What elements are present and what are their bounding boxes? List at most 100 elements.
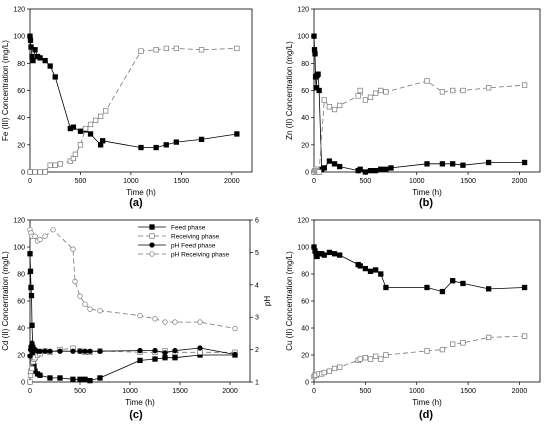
data-point: [450, 87, 456, 94]
data-point: [372, 353, 379, 359]
x-axis-label: Time (h): [412, 398, 442, 407]
data-point: [28, 44, 34, 50]
x-tick-label: 500: [360, 388, 372, 395]
data-point: [357, 87, 363, 94]
chart-panel-3: 0 500 1000 1500 2000 0 20 40 60 80 100 120 1 2 3 4 5 6 Tim…: [1, 218, 272, 422]
data-point: [367, 94, 374, 100]
data-point: [232, 351, 238, 358]
x-tick-label: 500: [360, 178, 372, 185]
data-point: [27, 169, 33, 175]
panel-label: (d): [419, 409, 433, 421]
data-point: [311, 33, 317, 39]
x-tick-label: 500: [74, 388, 86, 395]
data-point: [378, 271, 384, 277]
data-point: [72, 278, 78, 285]
data-point: [337, 102, 343, 109]
data-point: [378, 87, 384, 94]
data-point: [47, 375, 53, 381]
data-point: [367, 167, 374, 174]
data-point: [153, 47, 159, 53]
data-point: [27, 353, 33, 359]
data-point: [82, 348, 88, 354]
data-point: [234, 131, 240, 137]
data-point: [138, 144, 144, 151]
data-point: [82, 125, 89, 132]
data-point: [321, 97, 327, 103]
data-point: [521, 159, 528, 166]
x-axis-label: Time (h): [125, 398, 155, 407]
data-point: [172, 319, 178, 325]
legend-label: Receiving phase: [171, 233, 219, 240]
data-point: [313, 85, 319, 91]
y-axis-label: Cd (II) Concentration (mg/L): [1, 251, 10, 351]
data-point: [424, 78, 430, 84]
data-point: [50, 227, 56, 233]
data-point: [97, 113, 104, 119]
data-point: [42, 169, 48, 175]
y2-axis-label: pH: [263, 296, 272, 306]
data-point: [67, 158, 74, 164]
x-tick-label: 2000: [512, 178, 528, 185]
data-point: [72, 151, 79, 157]
data-point: [27, 251, 33, 257]
data-point: [28, 292, 35, 299]
data-point: [362, 169, 369, 175]
data-point: [357, 356, 363, 362]
legend-label: pH Receiving phase: [171, 251, 230, 258]
data-point: [439, 288, 446, 295]
data-point: [137, 357, 143, 364]
data-point: [87, 306, 93, 312]
data-point: [37, 236, 43, 243]
panel-label: (c): [129, 409, 143, 421]
data-point: [70, 348, 76, 354]
data-point: [383, 89, 389, 95]
data-point: [97, 348, 103, 354]
data-point: [321, 252, 327, 258]
data-point: [77, 293, 83, 299]
data-point: [439, 346, 446, 353]
y-tick-label: 120: [13, 218, 25, 225]
data-point: [87, 348, 93, 354]
y-tick-label: 20: [17, 142, 25, 149]
chart-panel-1: 0 500 1000 1500 2000 0 20 40 60 80 100 120 Time (h) F…: [1, 7, 253, 209]
x-tick-label: 0: [312, 178, 316, 185]
data-point: [57, 161, 63, 167]
x-tick-label: 1000: [409, 178, 425, 185]
data-point: [97, 308, 103, 314]
data-point: [97, 375, 103, 381]
data-point: [326, 368, 333, 374]
data-point: [70, 376, 76, 382]
data-point: [42, 348, 48, 354]
chart-panel-4: 0 500 1000 1500 2000 0 20 40 60 80 100 120 Time (h) C…: [285, 218, 541, 421]
data-point: [198, 47, 205, 53]
y-tick-label: 60: [17, 299, 25, 306]
data-point: [197, 349, 203, 355]
data-point: [47, 63, 53, 69]
data-point: [82, 301, 88, 307]
legend-marker: [149, 251, 155, 257]
series-line-1: [313, 36, 525, 173]
y-tick-label: 100: [297, 245, 309, 252]
data-point: [82, 376, 88, 382]
data-point: [32, 47, 38, 53]
data-point: [362, 265, 369, 272]
data-point: [383, 352, 389, 358]
data-point: [424, 161, 430, 167]
y-tick-label: 80: [301, 61, 309, 68]
y-tick-label: 120: [297, 7, 309, 14]
data-point: [331, 106, 338, 113]
data-point: [460, 340, 466, 346]
y-tick-label: 80: [17, 272, 25, 279]
data-point: [521, 82, 528, 88]
x-tick-label: 1000: [123, 178, 139, 185]
x-tick-label: 0: [312, 388, 316, 395]
data-point: [439, 161, 446, 167]
data-point: [312, 51, 318, 57]
data-point: [337, 252, 343, 258]
x-tick-label: 1500: [460, 388, 476, 395]
legend-marker: [149, 242, 155, 248]
data-point: [37, 348, 43, 354]
data-point: [367, 356, 374, 362]
series-line-1: [313, 246, 525, 293]
plot-frame: [29, 219, 251, 383]
